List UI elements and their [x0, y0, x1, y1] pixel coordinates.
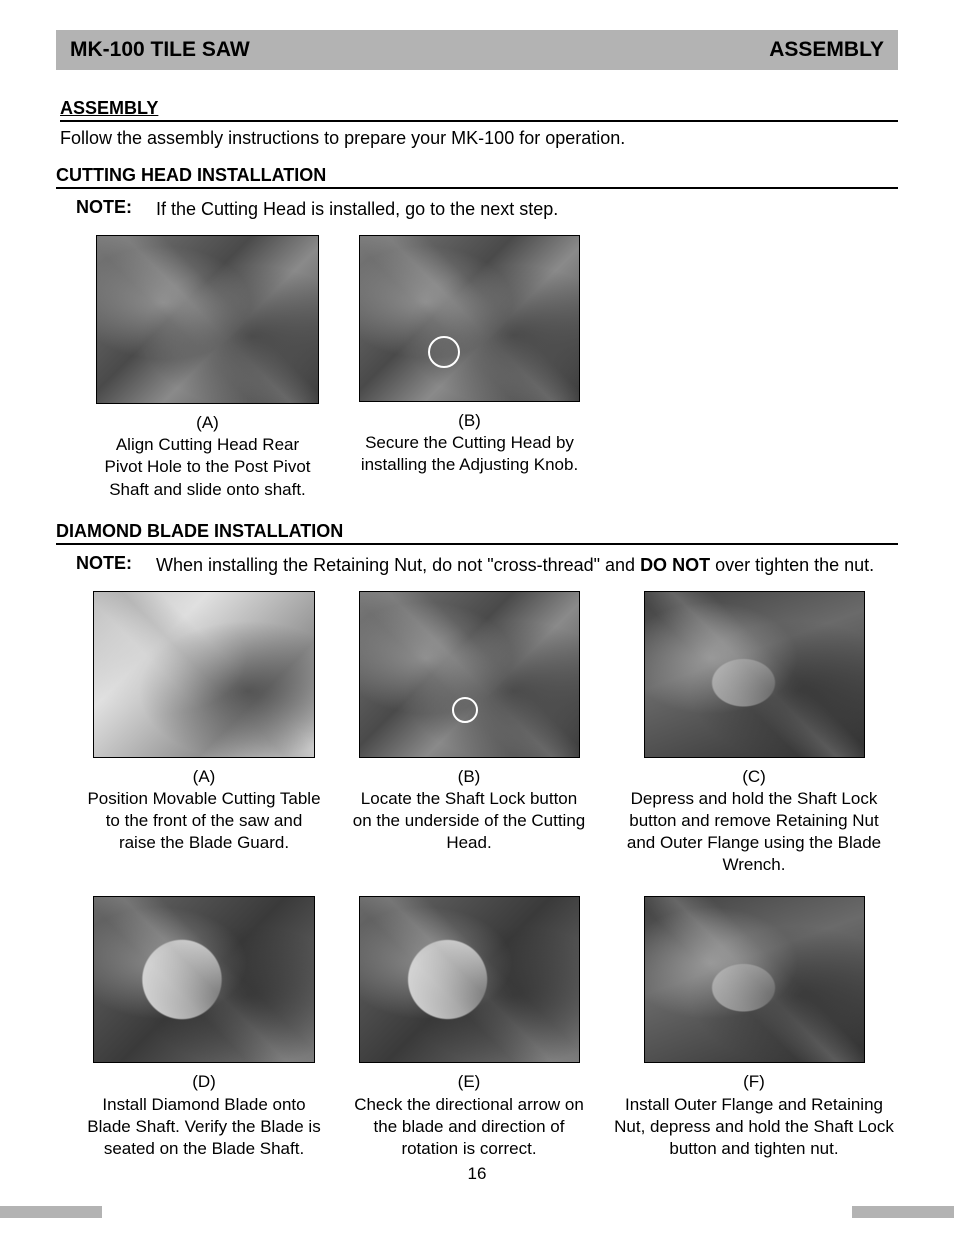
page-number: 16	[56, 1164, 898, 1184]
figure-caption: (F) Install Outer Flange and Retaining N…	[614, 1071, 894, 1159]
footer-bar-right	[852, 1206, 954, 1218]
header-title-left: MK-100 TILE SAW	[70, 38, 250, 62]
figure-label: (C)	[614, 766, 894, 788]
figure: (D) Install Diamond Blade onto Blade Sha…	[84, 896, 324, 1159]
figure: (F) Install Outer Flange and Retaining N…	[614, 896, 894, 1159]
figure-row-blade-2: (D) Install Diamond Blade onto Blade Sha…	[84, 896, 898, 1159]
figure-label: (A)	[99, 412, 317, 434]
figure-caption-text: Check the directional arrow on the blade…	[354, 1095, 584, 1158]
figure-caption-text: Locate the Shaft Lock button on the unde…	[353, 789, 586, 852]
figure-label: (A)	[85, 766, 323, 788]
figure-image-d	[93, 896, 315, 1063]
section-title-cutting-head: CUTTING HEAD INSTALLATION	[56, 165, 898, 189]
figure-image-e	[359, 896, 580, 1063]
figure-image-b2	[359, 591, 580, 758]
figure-label: (D)	[84, 1071, 324, 1093]
figure-image-c	[644, 591, 865, 758]
section-title-diamond-blade: DIAMOND BLADE INSTALLATION	[56, 521, 898, 545]
figure-caption: (C) Depress and hold the Shaft Lock butt…	[614, 766, 894, 876]
note-text: If the Cutting Head is installed, go to …	[156, 197, 898, 221]
highlight-circle-icon	[428, 336, 460, 368]
header-bar: MK-100 TILE SAW ASSEMBLY	[56, 30, 898, 70]
figure-label: (E)	[344, 1071, 594, 1093]
note-row-cutting-head: NOTE: If the Cutting Head is installed, …	[76, 197, 898, 221]
figure: (B) Secure the Cutting Head by installin…	[359, 235, 580, 500]
figure: (A) Position Movable Cutting Table to th…	[84, 591, 324, 876]
highlight-circle-icon	[452, 697, 478, 723]
figure-caption-text: Align Cutting Head Rear Pivot Hole to th…	[105, 435, 311, 498]
header-title-right: ASSEMBLY	[769, 38, 884, 62]
note-text: When installing the Retaining Nut, do no…	[156, 553, 898, 577]
figure: (E) Check the directional arrow on the b…	[344, 896, 594, 1159]
figure-label: (F)	[614, 1071, 894, 1093]
section-title-assembly: ASSEMBLY	[60, 98, 898, 122]
note-label: NOTE:	[76, 197, 156, 221]
figure-caption-text: Position Movable Cutting Table to the fr…	[87, 789, 320, 852]
figure: (C) Depress and hold the Shaft Lock butt…	[614, 591, 894, 876]
note-row-diamond-blade: NOTE: When installing the Retaining Nut,…	[76, 553, 898, 577]
figure-caption: (D) Install Diamond Blade onto Blade Sha…	[84, 1071, 324, 1159]
figure-row-blade-1: (A) Position Movable Cutting Table to th…	[84, 591, 898, 876]
figure-label: (B)	[352, 766, 586, 788]
figure-image-a	[96, 235, 319, 404]
note-text-bold: DO NOT	[640, 555, 710, 575]
figure-image-a2	[93, 591, 315, 758]
footer-bar-left	[0, 1206, 102, 1218]
figure-caption-text: Secure the Cutting Head by installing th…	[361, 433, 578, 474]
figure-caption: (B) Locate the Shaft Lock button on the …	[352, 766, 586, 854]
figure-caption: (B) Secure the Cutting Head by installin…	[359, 410, 580, 476]
figure: (B) Locate the Shaft Lock button on the …	[344, 591, 594, 876]
figure-caption: (E) Check the directional arrow on the b…	[344, 1071, 594, 1159]
intro-text: Follow the assembly instructions to prep…	[60, 128, 898, 149]
figure-caption-text: Install Diamond Blade onto Blade Shaft. …	[87, 1095, 320, 1158]
figure-row-cutting-head: (A) Align Cutting Head Rear Pivot Hole t…	[96, 235, 898, 500]
note-label: NOTE:	[76, 553, 156, 577]
figure-image-b	[359, 235, 580, 402]
figure-caption: (A) Position Movable Cutting Table to th…	[85, 766, 323, 854]
figure-label: (B)	[359, 410, 580, 432]
figure-image-f	[644, 896, 865, 1063]
figure: (A) Align Cutting Head Rear Pivot Hole t…	[96, 235, 319, 500]
figure-caption-text: Depress and hold the Shaft Lock button a…	[627, 789, 881, 874]
footer-bars	[0, 1206, 954, 1218]
figure-caption-text: Install Outer Flange and Retaining Nut, …	[614, 1095, 894, 1158]
page-container: MK-100 TILE SAW ASSEMBLY ASSEMBLY Follow…	[0, 0, 954, 1204]
figure-caption: (A) Align Cutting Head Rear Pivot Hole t…	[99, 412, 317, 500]
note-text-pre: When installing the Retaining Nut, do no…	[156, 555, 640, 575]
note-text-post: over tighten the nut.	[710, 555, 874, 575]
